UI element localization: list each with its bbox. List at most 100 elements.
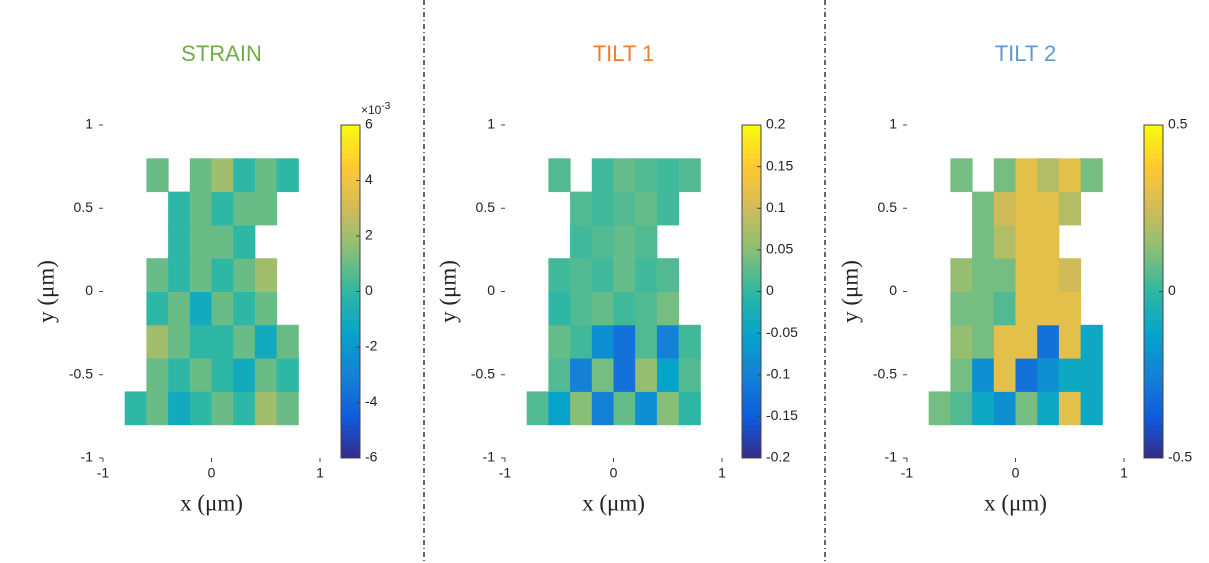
heat-cell bbox=[635, 258, 658, 292]
y-tick-label: 0.5 bbox=[476, 199, 496, 215]
colorbar-swatch bbox=[742, 285, 761, 292]
y-tick-label: 0.5 bbox=[878, 199, 898, 215]
heat-cell bbox=[950, 358, 973, 392]
heat-cell bbox=[950, 258, 973, 292]
colorbar-swatch bbox=[341, 197, 360, 204]
heat-cell bbox=[678, 391, 701, 426]
colorbar-swatch bbox=[742, 202, 761, 209]
colorbar-swatch bbox=[341, 374, 360, 381]
heat-cell bbox=[233, 291, 256, 326]
heat-cell bbox=[993, 324, 1016, 359]
colorbar-swatch bbox=[1144, 396, 1163, 403]
colorbar-swatch bbox=[341, 163, 360, 170]
heat-cell bbox=[678, 324, 701, 359]
colorbar-swatch bbox=[341, 430, 360, 437]
heat-cell bbox=[168, 358, 191, 392]
y-axis-label: y (μm) bbox=[837, 260, 862, 323]
heat-cell bbox=[211, 324, 234, 359]
colorbar-swatch bbox=[742, 236, 761, 243]
colorbar-swatch bbox=[742, 197, 761, 204]
heat-cell bbox=[548, 258, 571, 292]
x-axis-label: x (μm) bbox=[984, 490, 1047, 515]
colorbar-swatch bbox=[742, 224, 761, 231]
colorbar-swatch bbox=[742, 347, 761, 354]
colorbar-swatch bbox=[341, 452, 360, 459]
heat-cell bbox=[233, 258, 256, 292]
heat-cell bbox=[1037, 224, 1060, 259]
heat-cell bbox=[211, 191, 234, 226]
heat-cell bbox=[1037, 358, 1060, 392]
heat-cell bbox=[591, 258, 614, 292]
y-tick-label: 1 bbox=[85, 116, 93, 132]
colorbar-swatch bbox=[341, 419, 360, 426]
colorbar-swatch bbox=[341, 274, 360, 281]
colorbar-swatch bbox=[341, 136, 360, 143]
colorbar-swatch bbox=[742, 302, 761, 309]
colorbar-swatch bbox=[341, 236, 360, 243]
heat-cell bbox=[146, 258, 169, 292]
colorbar-swatch bbox=[341, 396, 360, 403]
colorbar-swatch bbox=[1144, 141, 1163, 148]
heat-cell bbox=[1037, 324, 1060, 359]
colorbar-swatch bbox=[742, 152, 761, 159]
heat-cell bbox=[211, 224, 234, 259]
colorbar-swatch bbox=[341, 285, 360, 292]
colorbar-tick-label: 0.15 bbox=[766, 157, 793, 173]
heat-cell bbox=[972, 324, 995, 359]
heat-cell bbox=[254, 191, 278, 226]
colorbar-tick-label: -4 bbox=[365, 393, 378, 409]
heat-cell bbox=[613, 224, 636, 259]
heat-cell bbox=[591, 324, 614, 359]
colorbar-swatch bbox=[341, 297, 360, 304]
heat-cell bbox=[548, 358, 571, 392]
colorbar-swatch bbox=[341, 219, 360, 226]
heat-cell bbox=[189, 224, 212, 259]
x-tick-label: 0 bbox=[610, 465, 618, 481]
colorbar-swatch bbox=[341, 424, 360, 431]
heat-cell bbox=[1015, 391, 1038, 426]
heat-cell bbox=[635, 224, 658, 259]
y-axis-label: y (μm) bbox=[435, 260, 460, 323]
y-tick-label: 1 bbox=[889, 116, 897, 132]
colorbar-swatch bbox=[742, 430, 761, 437]
colorbar-tick-label: 0 bbox=[1168, 282, 1176, 298]
colorbar-tick-label: -2 bbox=[365, 338, 378, 354]
heat-cell bbox=[168, 324, 191, 359]
panel-title: TILT 1 bbox=[593, 41, 655, 66]
colorbar-swatch bbox=[341, 341, 360, 348]
colorbar-swatch bbox=[341, 324, 360, 331]
heat-cell bbox=[1058, 324, 1082, 359]
heat-cell bbox=[613, 324, 636, 359]
heat-cell bbox=[276, 391, 299, 426]
colorbar-swatch bbox=[341, 308, 360, 315]
colorbar-swatch bbox=[1144, 391, 1163, 398]
colorbar-swatch bbox=[742, 186, 761, 193]
colorbar-swatch bbox=[742, 158, 761, 165]
colorbar-swatch bbox=[742, 369, 761, 376]
heat-cell bbox=[1015, 258, 1038, 292]
heat-cell bbox=[168, 291, 191, 326]
colorbar-swatch bbox=[341, 202, 360, 209]
colorbar-swatch bbox=[742, 125, 761, 132]
heat-cell bbox=[1015, 158, 1038, 193]
colorbar-swatch bbox=[742, 385, 761, 392]
colorbar-swatch bbox=[742, 208, 761, 215]
heat-cell bbox=[993, 258, 1016, 292]
x-tick-label: 1 bbox=[718, 465, 726, 481]
colorbar-swatch bbox=[1144, 241, 1163, 248]
heat-cell bbox=[526, 391, 549, 426]
colorbar-swatch bbox=[742, 258, 761, 265]
heat-cell bbox=[656, 358, 680, 392]
y-tick-label: 0 bbox=[85, 282, 93, 298]
colorbar-swatch bbox=[1144, 125, 1163, 132]
colorbar-swatch bbox=[341, 313, 360, 320]
colorbar-swatch bbox=[1144, 297, 1163, 304]
heat-cell bbox=[548, 291, 571, 326]
colorbar-swatch bbox=[742, 413, 761, 420]
heat-cell bbox=[972, 191, 995, 226]
heat-cell bbox=[1058, 358, 1082, 392]
heat-cell bbox=[189, 291, 212, 326]
colorbar-swatch bbox=[742, 130, 761, 137]
heat-cell bbox=[1037, 158, 1060, 193]
colorbar-swatch bbox=[742, 169, 761, 176]
